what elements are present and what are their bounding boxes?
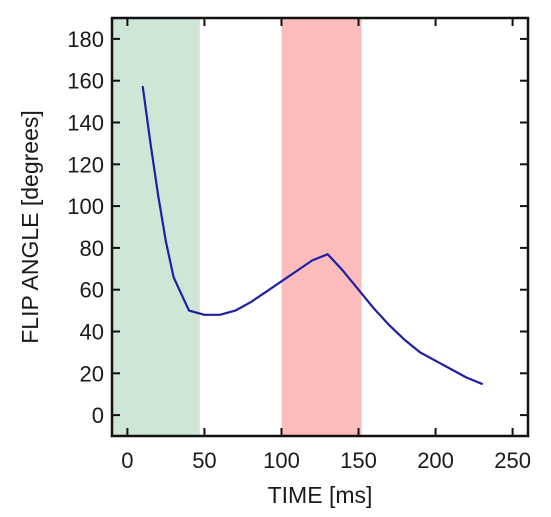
data-point	[480, 382, 483, 385]
data-point	[403, 338, 406, 341]
data-point	[141, 86, 144, 88]
data-point	[249, 301, 252, 304]
data-point	[218, 313, 221, 316]
data-point	[388, 324, 391, 327]
y-tick-label: 80	[80, 236, 104, 261]
x-tick-label: 200	[417, 448, 454, 473]
data-point	[280, 280, 283, 283]
x-axis-ticks: 0 50 100 150 200 250	[121, 18, 531, 473]
data-point	[157, 194, 160, 197]
data-point	[180, 292, 183, 295]
data-point	[450, 368, 452, 371]
data-point	[188, 309, 190, 312]
y-axis-label: FLIP ANGLE [degrees]	[17, 110, 43, 344]
series-line-1	[141, 85, 483, 385]
y-tick-label: 20	[80, 361, 104, 386]
data-series	[141, 85, 483, 385]
y-tick-label: 180	[67, 27, 104, 52]
data-point	[434, 359, 437, 362]
x-tick-label: 250	[494, 448, 531, 473]
y-tick-label: 100	[67, 194, 104, 219]
data-point	[419, 351, 422, 354]
x-tick-label: 100	[263, 448, 300, 473]
data-point	[265, 290, 267, 293]
data-point	[342, 269, 345, 272]
data-point	[295, 269, 298, 272]
data-point	[373, 307, 375, 310]
shaded-region-1	[112, 18, 200, 436]
plot-frame	[110, 16, 530, 438]
data-point	[172, 276, 175, 279]
x-axis-label: TIME [ms]	[268, 482, 373, 508]
y-tick-label: 120	[67, 152, 104, 177]
data-point	[326, 253, 329, 256]
x-tick-label: 0	[121, 448, 133, 473]
data-point	[203, 313, 206, 316]
shaded-regions	[112, 18, 362, 436]
y-tick-label: 160	[67, 69, 104, 94]
x-tick-label: 150	[340, 448, 377, 473]
y-tick-label: 0	[92, 403, 104, 428]
data-point	[357, 288, 360, 291]
data-point	[149, 142, 152, 145]
data-point	[465, 376, 468, 379]
shaded-region-2	[281, 18, 362, 436]
data-point	[234, 309, 237, 312]
y-tick-label: 140	[67, 111, 104, 136]
data-point	[165, 240, 167, 243]
y-tick-label: 60	[80, 278, 104, 303]
y-tick-label: 40	[80, 320, 104, 345]
data-point	[311, 259, 314, 262]
x-tick-label: 50	[192, 448, 216, 473]
y-axis-ticks: 0 20 40 60 80 100 120 140 160 180	[67, 27, 528, 428]
